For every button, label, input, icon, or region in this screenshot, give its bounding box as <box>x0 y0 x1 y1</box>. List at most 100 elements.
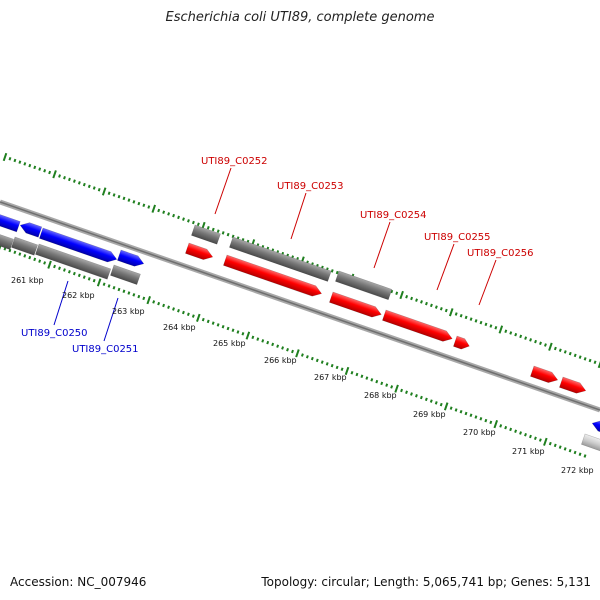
minor-tick <box>330 363 334 368</box>
minor-tick <box>444 308 448 313</box>
minor-tick <box>13 250 17 255</box>
gene-block[interactable] <box>229 236 332 282</box>
minor-tick <box>519 334 523 339</box>
gene-block[interactable] <box>335 270 393 301</box>
minor-tick <box>578 452 582 456</box>
minor-tick <box>568 351 572 356</box>
minor-tick <box>231 234 235 239</box>
minor-tick <box>226 326 230 331</box>
forward-cds-arrow[interactable] <box>329 291 383 320</box>
minor-tick <box>122 289 126 294</box>
minor-tick <box>43 169 47 173</box>
reverse-cds-arrow[interactable] <box>590 418 600 436</box>
minor-tick <box>107 284 111 288</box>
minor-tick <box>469 317 473 321</box>
minor-tick <box>365 376 369 380</box>
minor-tick <box>13 158 17 163</box>
minor-tick <box>206 225 210 230</box>
minor-tick <box>300 353 304 357</box>
minor-tick <box>82 182 86 187</box>
gene-block[interactable] <box>110 264 141 285</box>
label-leaders <box>53 167 497 342</box>
minor-tick <box>112 285 116 290</box>
minor-tick <box>43 261 47 265</box>
minor-tick <box>410 296 414 301</box>
minor-tick <box>469 413 473 418</box>
reverse-cds-arrow[interactable] <box>117 249 145 269</box>
minor-tick <box>137 201 141 206</box>
minor-tick <box>67 270 71 274</box>
minor-tick <box>325 362 329 366</box>
minor-tick <box>77 273 81 278</box>
gene-block[interactable] <box>0 230 14 250</box>
position-labels: 261 kbp 262 kbp 263 kbp 264 kbp 265 kbp … <box>11 276 594 475</box>
gene-block[interactable] <box>191 224 221 245</box>
map-title: Escherichia coli UTI89, complete genome <box>165 10 435 25</box>
minor-tick <box>335 270 339 275</box>
forward-cds-arrow[interactable] <box>559 376 587 396</box>
minor-tick <box>271 342 275 347</box>
minor-tick <box>519 431 522 435</box>
gene-block[interactable] <box>581 433 600 453</box>
minor-tick <box>305 355 309 359</box>
minor-tick <box>509 427 513 432</box>
minor-tick <box>400 388 404 393</box>
minor-tick <box>191 220 195 225</box>
reverse-cds-arrow[interactable] <box>18 220 43 238</box>
minor-tick <box>251 335 255 340</box>
minor-tick <box>563 350 567 354</box>
forward-cds-arrow[interactable] <box>382 309 454 344</box>
minor-tick <box>92 278 96 283</box>
minor-tick <box>494 326 498 330</box>
minor-tick <box>504 329 508 333</box>
major-tick <box>245 331 251 340</box>
minor-tick <box>405 390 408 394</box>
minor-tick <box>429 303 433 308</box>
gene-label-c0254[interactable]: UTI89_C0254 <box>360 210 427 221</box>
gene-label-c0250[interactable]: UTI89_C0250 <box>21 328 88 339</box>
minor-tick <box>82 275 86 279</box>
major-tick <box>443 402 449 411</box>
major-tick <box>493 420 499 429</box>
backbone <box>0 199 600 413</box>
minor-tick <box>112 193 116 197</box>
forward-cds-arrow[interactable] <box>185 242 214 262</box>
minor-tick <box>538 438 542 442</box>
minor-tick <box>533 436 537 441</box>
position-label: 261 kbp <box>11 276 44 285</box>
minor-tick <box>459 313 463 318</box>
minor-tick <box>514 332 518 337</box>
minor-tick <box>157 208 161 213</box>
minor-tick <box>375 379 379 384</box>
gene-label-c0251[interactable]: UTI89_C0251 <box>72 344 139 355</box>
forward-cds-arrow[interactable] <box>223 254 323 299</box>
minor-tick <box>286 347 289 352</box>
minor-tick <box>261 339 265 343</box>
minor-tick <box>28 163 32 168</box>
minor-tick <box>489 324 493 328</box>
forward-cds-arrow[interactable] <box>530 365 559 385</box>
minor-tick <box>439 402 443 407</box>
position-label: 262 kbp <box>62 291 95 300</box>
minor-tick <box>157 301 161 306</box>
minor-tick <box>206 319 210 324</box>
minor-tick <box>72 271 76 276</box>
minor-tick <box>53 264 56 269</box>
gene-label-c0256[interactable]: UTI89_C0256 <box>467 248 534 259</box>
minor-tick <box>439 307 443 311</box>
minor-tick <box>221 231 225 235</box>
forward-cds-arrow[interactable] <box>453 335 471 351</box>
minor-tick <box>132 200 136 204</box>
minor-tick <box>291 349 294 354</box>
gene-label-c0255[interactable]: UTI89_C0255 <box>424 232 491 243</box>
minor-tick <box>38 259 42 263</box>
gene-block[interactable] <box>11 236 38 256</box>
reverse-cds-arrow[interactable] <box>0 211 21 233</box>
gene-label-c0253[interactable]: UTI89_C0253 <box>277 181 344 192</box>
minor-tick <box>122 196 126 201</box>
reverse-cds-arrow[interactable] <box>39 227 118 265</box>
gene-label-c0252[interactable]: UTI89_C0252 <box>201 156 268 167</box>
gene-block[interactable] <box>35 243 112 280</box>
minor-tick <box>167 212 171 216</box>
minor-tick <box>479 320 483 325</box>
